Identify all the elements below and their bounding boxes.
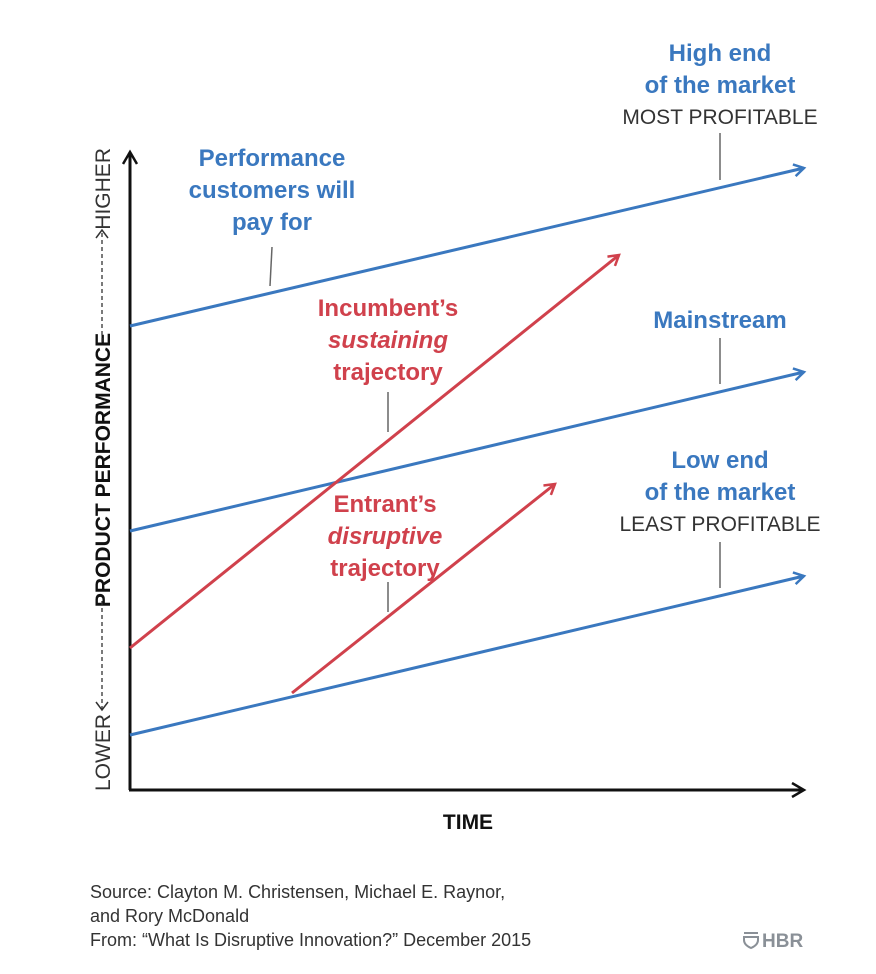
high-end-sublabel: MOST PROFITABLE	[622, 106, 817, 129]
source-line-2: and Rory McDonald	[90, 906, 249, 926]
incumbent-label-1: Incumbent’s	[318, 295, 458, 322]
entrant-label-2: disruptive	[328, 523, 443, 550]
high-end-line	[129, 168, 804, 328]
mainstream-line	[129, 372, 804, 533]
incumbent-label-2: sustaining	[328, 327, 448, 354]
y-axis-low-label: LOWER	[92, 714, 115, 791]
y-axis-label: PRODUCT PERFORMANCE	[92, 333, 115, 607]
y-axis-label-group: LOWER PRODUCT PERFORMANCE HIGHER	[92, 148, 115, 791]
entrant-label-3: trajectory	[330, 555, 440, 582]
y-axis-arrow-high-icon	[95, 228, 109, 239]
performance-leader	[269, 246, 273, 287]
high-end-label-1: High end	[669, 40, 772, 67]
hbr-logo-text: HBR	[762, 931, 803, 952]
incumbent-label-3: trajectory	[333, 359, 443, 386]
high-end-label-2: of the market	[645, 72, 796, 99]
incumbent-trajectory-line	[129, 255, 619, 650]
low-end-label-2: of the market	[645, 479, 796, 506]
x-axis-label: TIME	[443, 811, 493, 834]
performance-label-2: customers will	[189, 177, 356, 204]
shield-icon	[743, 932, 759, 950]
entrant-label-1: Entrant’s	[333, 491, 436, 518]
y-axis-arrow-low-icon	[95, 701, 109, 712]
mainstream-label: Mainstream	[653, 307, 786, 334]
source-line-3: From: “What Is Disruptive Innovation?” D…	[90, 930, 531, 950]
low-end-sublabel: LEAST PROFITABLE	[619, 513, 820, 536]
performance-label-3: pay for	[232, 209, 312, 236]
entrant-trajectory-line	[291, 484, 555, 695]
source-line-1: Source: Clayton M. Christensen, Michael …	[90, 882, 505, 902]
performance-label-1: Performance	[199, 145, 346, 172]
y-axis-high-label: HIGHER	[92, 148, 115, 230]
low-end-line	[129, 576, 804, 737]
low-end-label-1: Low end	[671, 447, 768, 474]
hbr-logo: HBR	[743, 931, 803, 952]
